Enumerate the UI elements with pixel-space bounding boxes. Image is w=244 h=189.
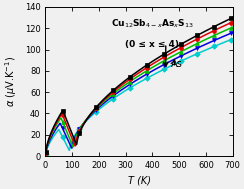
Y-axis label: $\alpha$ ($\mu$V.K$^{-1}$): $\alpha$ ($\mu$V.K$^{-1}$) — [3, 56, 19, 107]
Text: (0 ≤ x ≤ 4): (0 ≤ x ≤ 4) — [125, 40, 179, 49]
X-axis label: T (K): T (K) — [128, 176, 151, 186]
Text: Cu$_{12}$Sb$_{4-x}$As$_x$S$_{13}$: Cu$_{12}$Sb$_{4-x}$As$_x$S$_{13}$ — [111, 17, 193, 30]
Text: As: As — [171, 60, 183, 70]
